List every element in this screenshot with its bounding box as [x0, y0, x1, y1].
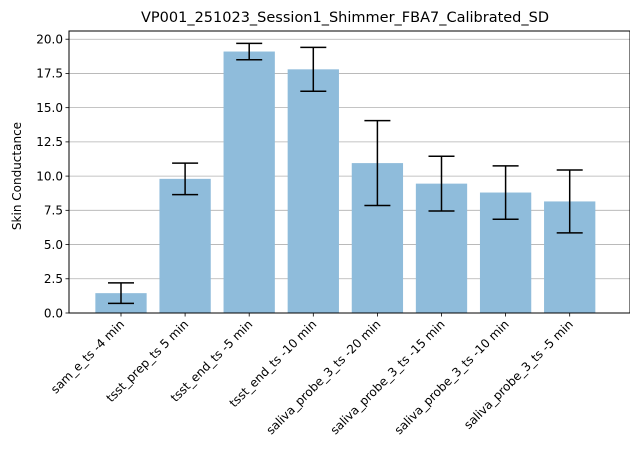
error-bars	[108, 42, 583, 305]
error-bar	[300, 46, 327, 92]
y-axis-ticks: 0.0 2.5 5.0 7.5 10.0 12.5 15.0 17.5 20.0	[36, 33, 69, 320]
x-tick-label: saliva_probe_3_ts -10 min	[392, 317, 512, 437]
y-tick-label: 12.5	[36, 135, 63, 149]
bar	[223, 51, 275, 313]
plot-frame	[68, 30, 630, 314]
y-tick-label: 17.5	[36, 67, 63, 81]
x-tick-label: saliva_probe_3_ts -5 min	[461, 317, 576, 432]
error-bar	[492, 165, 519, 220]
bar	[287, 69, 339, 313]
error-bar	[364, 119, 391, 207]
y-tick-label: 0.0	[44, 306, 63, 320]
y-tick-label: 10.0	[36, 169, 63, 183]
bar	[159, 178, 211, 313]
chart-title: VP001_251023_Session1_Shimmer_FBA7_Calib…	[141, 10, 549, 26]
y-axis-label: Skin Conductance	[10, 122, 24, 230]
error-bar	[236, 42, 263, 61]
error-bar	[108, 282, 134, 305]
y-tick-label: 7.5	[44, 204, 63, 218]
x-tick-label: saliva_probe_3_ts -20 min	[263, 317, 383, 437]
y-tick-label: 20.0	[36, 33, 63, 47]
y-tick-label: 5.0	[44, 238, 63, 252]
bars	[95, 51, 596, 313]
y-tick-label: 2.5	[44, 272, 63, 286]
error-bar	[428, 155, 455, 212]
x-tick-label: saliva_probe_3_ts -15 min	[328, 317, 448, 437]
error-bar	[172, 162, 199, 196]
y-tick-label: 15.0	[36, 101, 63, 115]
error-bar	[556, 169, 583, 234]
